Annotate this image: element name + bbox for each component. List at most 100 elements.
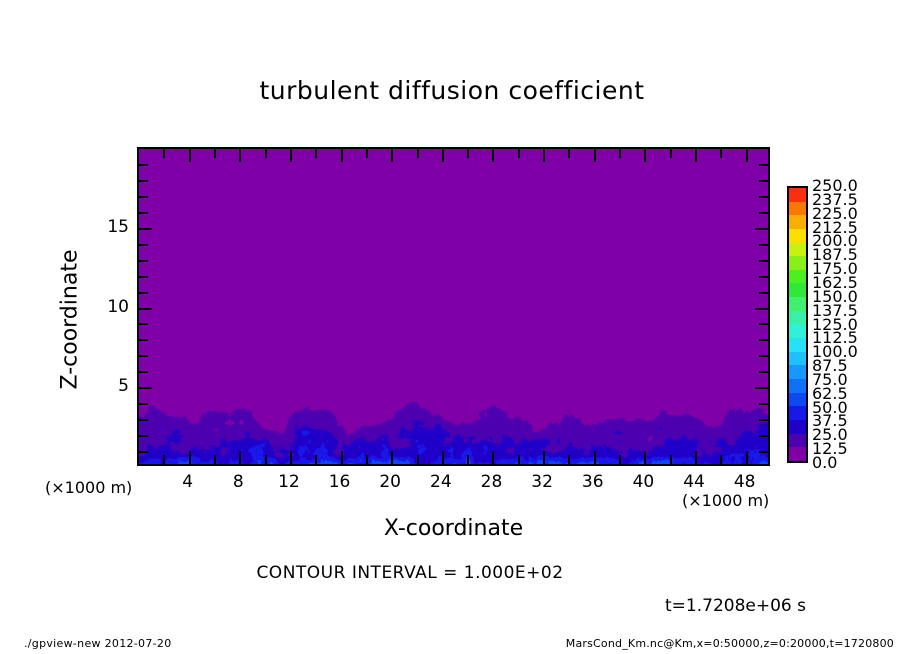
x-tick-mark — [365, 455, 368, 464]
y-tick-mark — [139, 195, 148, 198]
y-tick-mark — [139, 451, 148, 454]
y-tick-mark — [759, 435, 768, 438]
colorbar-tick-label: 187.5 — [812, 245, 858, 265]
x-tick-label: 40 — [632, 472, 655, 492]
y-tick-label: 10 — [107, 296, 129, 317]
colorbar-band — [789, 379, 806, 393]
colorbar-band — [789, 228, 806, 243]
y-tick-mark — [139, 403, 148, 406]
y-tick-mark — [139, 243, 148, 246]
colorbar-band — [789, 187, 806, 202]
y-tick-mark — [139, 227, 152, 230]
y-tick-mark — [139, 355, 148, 358]
x-tick-mark — [695, 149, 698, 162]
x-tick-mark — [340, 451, 343, 464]
colorbar-tick-label: 200.0 — [812, 231, 858, 251]
colorbar-tick-label: 25.0 — [812, 425, 848, 445]
x-tick-mark — [441, 149, 444, 162]
x-tick-label: 32 — [531, 472, 553, 492]
y-tick-mark — [139, 291, 148, 294]
x-tick-mark — [492, 451, 495, 464]
y-tick-mark — [139, 323, 148, 326]
x-tick-mark — [543, 451, 546, 464]
y-tick-label: 15 — [107, 216, 129, 237]
x-tick-label: 16 — [328, 472, 351, 492]
y-axis-title: Z-coordinate — [57, 249, 83, 390]
y-tick-mark — [759, 243, 768, 246]
x-tick-mark — [745, 451, 748, 464]
x-tick-mark — [593, 149, 596, 162]
y-tick-mark — [759, 419, 768, 422]
x-tick-label: 12 — [278, 472, 300, 492]
y-tick-mark — [139, 387, 152, 390]
contour-field-canvas — [139, 149, 768, 464]
colorbar-tick-label: 225.0 — [812, 203, 858, 223]
y-tick-mark — [139, 163, 148, 166]
x-tick-mark — [745, 149, 748, 162]
colorbar-tick-label: 0.0 — [812, 453, 838, 472]
y-tick-mark — [759, 323, 768, 326]
y-tick-mark — [755, 387, 768, 390]
y-tick-mark — [759, 211, 768, 214]
x-axis-unit-note: (×1000 m) — [682, 491, 770, 510]
x-tick-label: 48 — [733, 472, 756, 492]
x-tick-mark — [720, 455, 723, 464]
x-tick-mark — [239, 149, 242, 162]
x-tick-mark — [315, 455, 318, 464]
x-tick-label: 44 — [683, 472, 705, 492]
x-tick-mark — [568, 455, 571, 464]
y-tick-mark — [139, 211, 148, 214]
x-tick-mark — [695, 451, 698, 464]
x-tick-mark — [213, 455, 216, 464]
x-tick-mark — [289, 451, 292, 464]
colorbar-band — [789, 338, 806, 352]
x-tick-mark — [416, 149, 419, 158]
x-tick-mark — [467, 149, 470, 158]
y-tick-mark — [759, 339, 768, 342]
y-tick-mark — [139, 259, 148, 262]
x-tick-label: 20 — [379, 472, 402, 492]
y-tick-mark — [759, 403, 768, 406]
colorbar-band — [789, 365, 806, 380]
colorbar — [787, 186, 808, 463]
x-tick-mark — [644, 149, 647, 162]
colorbar-tick-label: 175.0 — [812, 259, 858, 279]
footer-datasource-label: MarsCond_Km.nc@Km,x=0:50000,z=0:20000,t=… — [565, 637, 894, 650]
y-tick-mark — [139, 339, 148, 342]
colorbar-band — [789, 310, 806, 325]
x-tick-mark — [568, 149, 571, 158]
y-tick-label: 5 — [118, 376, 129, 397]
x-tick-mark — [264, 455, 267, 464]
colorbar-band — [789, 447, 806, 461]
x-tick-label: 4 — [182, 472, 194, 492]
colorbar-band — [789, 283, 806, 298]
x-tick-mark — [239, 451, 242, 464]
x-tick-mark — [416, 455, 419, 464]
colorbar-band — [789, 420, 806, 434]
timestamp-label: t=1.7208e+06 s — [665, 596, 806, 616]
x-tick-mark — [467, 455, 470, 464]
y-tick-mark — [139, 419, 148, 422]
colorbar-tick-label: 250.0 — [812, 176, 858, 195]
x-tick-mark — [619, 149, 622, 158]
y-tick-mark — [759, 275, 768, 278]
x-tick-label: 36 — [581, 472, 604, 492]
x-tick-mark — [163, 455, 166, 464]
y-tick-mark — [759, 179, 768, 182]
x-tick-mark — [188, 451, 191, 464]
x-tick-label: 28 — [480, 472, 503, 492]
x-tick-mark — [365, 149, 368, 158]
x-tick-mark — [188, 149, 191, 162]
plot-area — [137, 147, 770, 466]
y-axis-unit-note: (×1000 m) — [45, 478, 133, 497]
colorbar-band — [789, 201, 806, 216]
colorbar-band — [789, 392, 806, 407]
colorbar-tick-label: 75.0 — [812, 369, 848, 389]
x-tick-mark — [644, 451, 647, 464]
x-tick-label: 8 — [232, 472, 244, 492]
colorbar-tick-label: 150.0 — [812, 286, 858, 306]
x-tick-mark — [669, 149, 672, 158]
y-tick-mark — [755, 307, 768, 310]
x-tick-mark — [517, 455, 520, 464]
colorbar-band — [789, 297, 806, 311]
